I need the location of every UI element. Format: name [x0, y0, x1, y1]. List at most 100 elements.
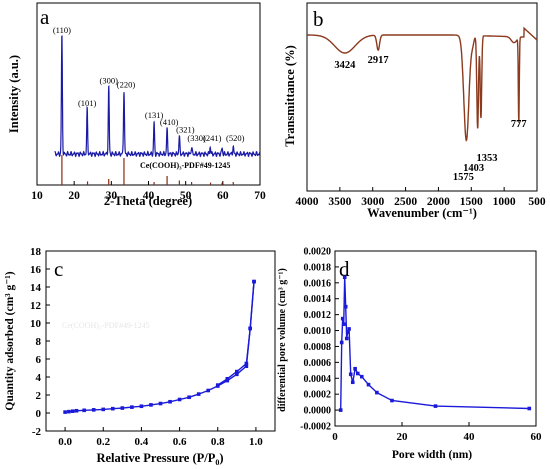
xrd-pattern-line [54, 35, 261, 158]
pore-point [344, 336, 349, 341]
y-tick-label-c: 16 [30, 264, 42, 276]
isotherm-point [187, 395, 191, 400]
y-tick-label-c: 2 [36, 390, 42, 402]
peak-label: (110) [53, 25, 71, 35]
pore-point [340, 316, 345, 321]
x-tick-label-c: 0.8 [211, 436, 225, 448]
isotherm-point [101, 407, 106, 412]
x-tick-label-b: 500 [528, 196, 546, 208]
y-tick-label-d: 0.0006 [304, 358, 332, 369]
panel-b: b 4000 3500 3000 2500 2000 1500 1000 500 3424 29… [283, 2, 546, 220]
x-axis-title-d: Pore width (nm) [392, 449, 472, 461]
adsorption-line [65, 281, 255, 413]
pore-point [338, 408, 343, 412]
isotherm-point [244, 364, 249, 368]
x-tick-label-a: 30 [106, 190, 118, 202]
isotherm-point [67, 409, 71, 414]
x-tick-label-a: 20 [68, 190, 80, 202]
panel-a: a 10 20 30 40 50 60 70 (110) (101) (300)(220) (13… [7, 2, 266, 208]
isotherm-point [225, 377, 230, 381]
peak-annotation: 2917 [368, 55, 389, 66]
peak-label: (520) [226, 133, 245, 143]
pore-point [342, 275, 347, 280]
x-tick-label-b: 1500 [460, 196, 483, 208]
isotherm-point [130, 405, 134, 409]
y-tick-label-d: 0.0014 [304, 294, 332, 305]
x-tick-label-a: 50 [180, 190, 192, 202]
isotherm-point [63, 410, 67, 414]
pore-point [375, 390, 379, 395]
pore-point [345, 330, 350, 334]
isotherm-point [235, 372, 239, 377]
plot-frame-b [306, 2, 538, 192]
isotherm-point [82, 408, 86, 413]
y-tick-label-d: 0.0016 [304, 278, 332, 289]
x-axis-title-b: Wavenumber (cm⁻¹) [367, 206, 477, 220]
x-tick-label-d: 0 [332, 431, 338, 443]
peak-label: (220) [117, 79, 136, 89]
y-tick-label-c: 6 [36, 354, 42, 366]
peak-annotation: 777 [511, 119, 527, 130]
pore-point [353, 366, 357, 371]
x-tick-label-a: 40 [143, 190, 155, 202]
x-tick-label-b: 1000 [493, 196, 516, 208]
x-axis-title-c: Relative Pressure (P/P0) [96, 451, 223, 467]
y-tick-label-c: 4 [36, 372, 42, 384]
pore-point [341, 322, 346, 326]
peak-annotation: 3424 [334, 60, 356, 71]
isotherm-point [196, 392, 201, 396]
isotherm-point [235, 369, 239, 374]
x-tick-label-b: 2500 [394, 196, 417, 208]
pore-point [348, 372, 353, 377]
x-tick-label-c: 0.4 [135, 436, 149, 448]
isotherm-point [215, 383, 220, 387]
pore-point [390, 398, 394, 403]
pore-point [350, 380, 355, 385]
pore-point [360, 374, 364, 379]
isotherm-point [168, 399, 172, 404]
y-tick-label-c: -2 [32, 426, 42, 438]
x-tick-label-b: 3000 [361, 196, 384, 208]
x-tick-label-c: 0.0 [58, 436, 72, 448]
isotherm-point [110, 406, 115, 411]
isotherm-point [248, 326, 252, 331]
reference-label: Ce(COOH)₃-PDF#49-1245 [140, 161, 230, 170]
y-tick-label-d: 0.0010 [304, 326, 332, 337]
x-tick-label-c: 1.0 [249, 436, 263, 448]
y-tick-label-d: -0.0002 [300, 422, 331, 433]
x-tick-label-b: 3500 [328, 196, 351, 208]
pore-point [366, 382, 371, 387]
panel-letter-b: b [313, 7, 324, 31]
peak-annotation: 1575 [453, 172, 474, 183]
y-tick-label-d: 0.0018 [304, 262, 332, 273]
pore-distribution-line [340, 277, 530, 411]
x-tick-label-b: 4000 [296, 196, 319, 208]
y-tick-label-c: 14 [30, 282, 42, 294]
x-tick-label-d: 40 [464, 431, 476, 443]
ftir-spectrum-line [307, 26, 538, 142]
panel-letter-d: d [339, 257, 350, 281]
panel-c: c Ce(COOH)₃-PDF#49-1245 0.0 0.2 0.4 0.6 0.8 1… [4, 246, 276, 467]
peak-label: (241) [203, 133, 222, 143]
y-axis-title-d: differential pore volume (cm³ g⁻¹) [277, 268, 288, 412]
panel-letter-a: a [40, 5, 50, 29]
y-tick-label-c: 10 [30, 318, 42, 330]
isotherm-point [70, 409, 75, 413]
x-tick-label-a: 70 [254, 190, 266, 202]
y-axis-title-a: Intensity (a.u.) [7, 55, 21, 133]
y-tick-label-d: 0.0002 [304, 390, 332, 401]
y-tick-label-d: 0.0020 [304, 247, 332, 258]
x-tick-label-d: 60 [531, 431, 543, 443]
isotherm-point [74, 408, 79, 413]
isotherm-point [120, 406, 125, 410]
pore-point [339, 340, 344, 345]
y-tick-label-c: 0 [36, 408, 42, 420]
x-tick-label-a: 10 [31, 190, 43, 202]
y-tick-label-c: 8 [36, 336, 42, 348]
isotherm-point [139, 404, 144, 409]
isotherm-point [177, 397, 182, 402]
y-tick-label-d: 0.0004 [304, 374, 332, 385]
isotherm-point [149, 403, 153, 407]
isotherm-point [252, 279, 256, 284]
